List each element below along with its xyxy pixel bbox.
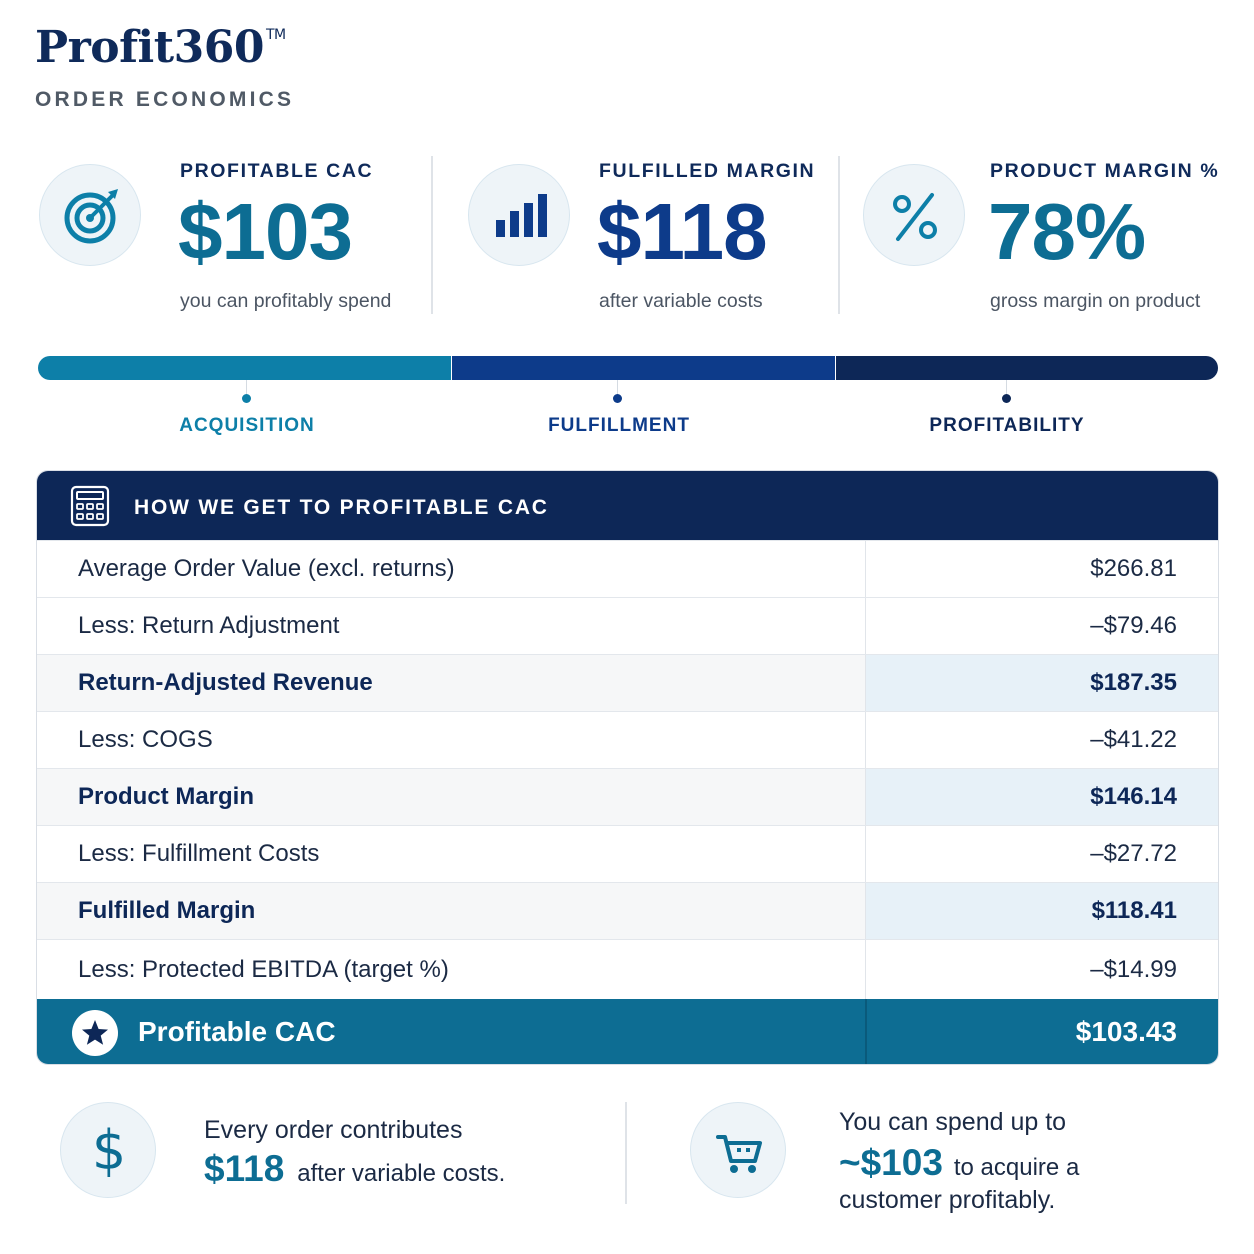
table-row: Less: Return Adjustment –$79.46 [37,597,1218,654]
row-label: Fulfilled Margin [78,897,256,924]
kpi-label: FULFILLED MARGIN [599,160,816,182]
row-value: –$27.72 [1090,840,1177,867]
stage-tick [617,380,618,394]
table-row-subtotal: Fulfilled Margin $118.41 [37,882,1218,939]
footer-right-line1: You can spend up to [839,1108,1067,1136]
row-label: Less: Protected EBITDA (target %) [78,956,449,983]
stage-dot [1002,394,1011,403]
brand-header: Profit360 TM ORDER ECONOMICS [35,26,294,112]
row-label: Less: Fulfillment Costs [78,840,320,867]
kpi-label: PROFITABLE CAC [180,160,374,182]
row-value: –$14.99 [1090,956,1177,983]
target-icon [39,164,141,266]
footer-right-amount: ~$103 [839,1142,943,1183]
total-label: Profitable CAC [138,1016,336,1047]
row-label: Average Order Value (excl. returns) [78,555,455,582]
kpi-value: 78% [988,187,1146,276]
kpi-label: PRODUCT MARGIN % [990,160,1220,182]
row-label: Less: Return Adjustment [78,612,340,639]
cac-breakdown-table: HOW WE GET TO PROFITABLE CAC Average Ord… [36,470,1219,1065]
footer-right-line3: customer profitably. [839,1186,1056,1214]
table-row: Less: COGS –$41.22 [37,711,1218,768]
stage-tick [246,380,247,394]
row-value: –$41.22 [1090,726,1177,753]
row-label: Less: COGS [78,726,213,753]
table-row: Average Order Value (excl. returns) $266… [37,540,1218,597]
star-icon [72,1010,118,1056]
table-row: Less: Fulfillment Costs –$27.72 [37,825,1218,882]
kpi-caption: gross margin on product [990,290,1201,312]
footer-left-line1: Every order contributes [204,1116,463,1144]
row-value: $146.14 [1090,783,1177,810]
stage-dot [242,394,251,403]
row-value: $187.35 [1090,669,1177,696]
stage-label-acquisition: ACQUISITION [179,415,315,436]
kpi-divider [838,156,840,314]
stage-dot [613,394,622,403]
stage-bar-fulfillment [452,356,835,380]
kpi-divider [431,156,433,314]
table-row-subtotal: Return-Adjusted Revenue $187.35 [37,654,1218,711]
row-value: $118.41 [1091,897,1177,924]
kpi-product-margin: PRODUCT MARGIN % 78% gross margin on pro… [862,150,1222,320]
table-row-total: Profitable CAC $103.43 [37,999,1218,1064]
stage-label-profitability: PROFITABILITY [929,415,1085,436]
table-header: HOW WE GET TO PROFITABLE CAC [37,471,1218,540]
footer-right-statement: ~$103 to acquire a [839,1144,1079,1181]
dollar-icon: $ [60,1102,156,1198]
footer-left-amount: $118 [204,1148,285,1189]
trademark-mark: TM [265,27,286,43]
calculator-icon [70,485,110,527]
footer-divider [625,1102,627,1204]
kpi-fulfilled-margin: FULFILLED MARGIN $118 after variable cos… [468,150,828,320]
table-row-subtotal: Product Margin $146.14 [37,768,1218,825]
cart-icon [690,1102,786,1198]
kpi-profitable-cac: PROFITABLE CAC $103 you can profitably s… [38,150,418,320]
svg-text:$: $ [92,1119,126,1182]
footer-left-statement: $118 after variable costs. [204,1150,505,1187]
stage-bar-profitability [836,356,1218,380]
row-value: $266.81 [1090,555,1177,582]
row-label: Product Margin [78,783,255,810]
stage-label-fulfillment: FULFILLMENT [548,415,690,436]
row-label: Return-Adjusted Revenue [78,669,373,696]
kpi-value: $103 [178,187,353,276]
footer-right-line2: to acquire a [953,1154,1080,1181]
brand-subtitle: ORDER ECONOMICS [35,88,295,111]
row-value: –$79.46 [1090,612,1177,639]
total-value: $103.43 [1075,1016,1177,1047]
percent-icon [863,164,965,266]
stage-bar-acquisition [38,356,451,380]
kpi-caption: after variable costs [599,290,763,312]
table-title: HOW WE GET TO PROFITABLE CAC [134,496,549,519]
kpi-value: $118 [597,187,768,276]
brand-name: Profit360 TM [35,22,286,73]
table-row: Less: Protected EBITDA (target %) –$14.9… [37,939,1218,999]
kpi-caption: you can profitably spend [180,290,392,312]
bar-chart-icon [468,164,570,266]
footer-left-line2: after variable costs. [297,1160,506,1187]
stage-tick [1006,380,1007,394]
